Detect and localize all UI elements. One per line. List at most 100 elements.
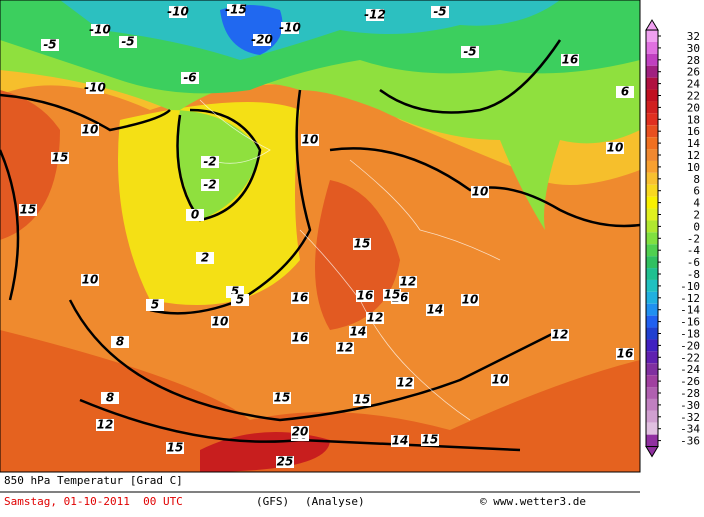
legend-swatch [646, 291, 658, 304]
contour-label: 12 [397, 376, 414, 390]
label-bg [101, 392, 119, 404]
contour-label: 0 [191, 208, 199, 222]
legend-label: -26 [680, 375, 700, 388]
contour-label: 10 [607, 141, 624, 155]
label-bg [201, 156, 219, 168]
legend-swatch [646, 315, 658, 328]
legend-label: 18 [687, 113, 700, 126]
legend-label: -18 [680, 328, 700, 341]
contour-label: -6 [183, 71, 196, 85]
label-bg [231, 294, 249, 306]
contour-label: 2 [201, 251, 209, 265]
contour-label: 10 [472, 185, 489, 199]
contour-label: 15 [384, 288, 401, 302]
label-bg [353, 394, 371, 406]
legend-swatch [646, 327, 658, 340]
legend-label: 28 [687, 54, 700, 67]
label-bg [616, 348, 634, 360]
label-bg [227, 4, 245, 16]
contour-label: 14 [350, 325, 367, 339]
legend-label: -20 [680, 339, 700, 352]
legend-label: 22 [687, 90, 700, 103]
legend-swatch [646, 53, 658, 66]
legend-swatch [646, 172, 658, 185]
contour-label: 10 [492, 373, 509, 387]
label-bg [273, 392, 291, 404]
contour-label: -2 [203, 155, 216, 169]
legend-swatch [646, 184, 658, 197]
contour-label: 16 [357, 289, 374, 303]
label-bg [491, 374, 509, 386]
legend-label: 6 [693, 185, 700, 198]
contour-label: 15 [20, 203, 37, 217]
legend-swatch [646, 363, 658, 376]
legend: 32302826242220181614121086420-2-4-6-8-10… [645, 19, 700, 458]
legend-swatch [646, 149, 658, 161]
legend-swatch [646, 89, 658, 102]
coastlines [199, 99, 501, 421]
label-bg [281, 22, 299, 34]
region-hot-center [315, 180, 400, 330]
label-bg [301, 134, 319, 146]
legend-label: -34 [680, 423, 700, 436]
label-bg [421, 434, 439, 446]
contour-label: 10 [82, 123, 99, 137]
contour-label: 5 [151, 298, 159, 312]
legend-label: -8 [687, 268, 700, 281]
legend-swatch [646, 351, 658, 364]
legend-swatch [646, 410, 658, 423]
label-bg [51, 152, 69, 164]
label-bg [291, 426, 309, 438]
legend-swatch [646, 30, 658, 42]
label-bg [461, 46, 479, 58]
legend-swatch [646, 375, 658, 388]
label-bg [336, 342, 354, 354]
contour-label: 16 [617, 347, 634, 361]
legend-swatch [646, 232, 658, 245]
contour-label: 8 [116, 335, 124, 349]
contour-label: 15 [52, 151, 69, 165]
contour-label: 16 [292, 331, 309, 345]
label-bg [391, 435, 409, 447]
label-bg [253, 34, 271, 46]
contour-label: 15 [354, 393, 371, 407]
label-bg [91, 24, 109, 36]
contour-label: 10 [462, 293, 479, 307]
legend-swatch [646, 220, 658, 233]
legend-swatch [646, 268, 658, 280]
legend-swatch [646, 279, 658, 292]
legend-label: -22 [680, 351, 700, 364]
contour-label: 15 [167, 441, 184, 455]
contour-label: -12 [364, 8, 386, 22]
label-bg [276, 456, 294, 468]
footer-date: Samstag, 01-10-2011 00 UTC [4, 495, 183, 508]
label-bg [81, 274, 99, 286]
contour-labels: -10-5-10 -15-20-5-12-10-5-6-10-2-2-502510… [19, 3, 634, 469]
legend-swatch [646, 387, 658, 399]
label-bg [383, 289, 401, 301]
contour-label: 16 [562, 53, 579, 67]
label-bg [349, 326, 367, 338]
legend-label: -12 [680, 292, 700, 305]
label-bg [561, 54, 579, 66]
legend-label: -2 [687, 232, 700, 245]
legend-swatch [646, 113, 658, 126]
contour-label: 5 [231, 285, 239, 299]
label-bg [461, 294, 479, 306]
label-bg [186, 209, 204, 221]
legend-swatch [646, 101, 658, 114]
label-bg [431, 6, 449, 18]
map-area [0, 0, 641, 472]
contour-label: 12 [552, 328, 569, 342]
region-hot-south [0, 330, 640, 472]
label-bg [181, 72, 199, 84]
label-bg [119, 36, 137, 48]
contour-label: 16 [292, 291, 309, 305]
contour-label: 15 [274, 391, 291, 405]
contour-label: -5 [121, 35, 134, 49]
legend-label: -14 [680, 304, 700, 317]
contour-label: -5 [43, 38, 56, 52]
label-bg [111, 336, 129, 348]
